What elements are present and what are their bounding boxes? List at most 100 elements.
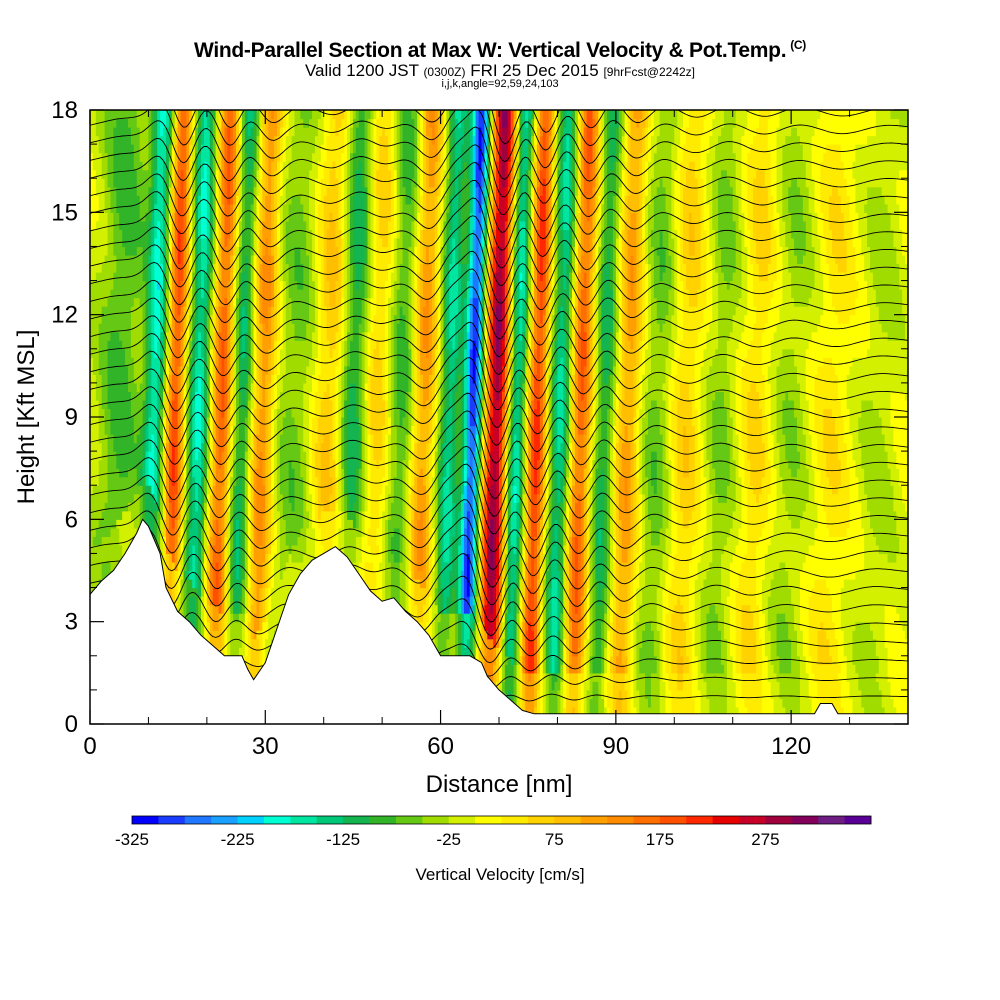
- velocity-cell: [279, 579, 284, 623]
- velocity-cell: [782, 493, 786, 563]
- velocity-cell: [572, 246, 576, 273]
- velocity-cell: [431, 399, 436, 435]
- velocity-cell: [615, 655, 620, 674]
- velocity-cell: [274, 374, 278, 410]
- theta-contour-line: [90, 516, 908, 588]
- velocity-cell: [92, 485, 97, 537]
- colorbar-swatch: [184, 816, 212, 824]
- velocity-cell: [867, 510, 871, 623]
- velocity-cell: [767, 382, 772, 461]
- velocity-cell: [496, 638, 500, 648]
- velocity-cell: [198, 152, 202, 196]
- velocity-cell: [98, 272, 103, 324]
- velocity-cell: [493, 272, 497, 299]
- velocity-cell: [744, 485, 748, 555]
- velocity-cell: [872, 135, 877, 188]
- velocity-cell: [557, 110, 561, 128]
- velocity-cell: [440, 476, 445, 589]
- velocity-cell: [633, 579, 637, 614]
- velocity-cell: [776, 127, 781, 213]
- velocity-cell: [636, 553, 640, 589]
- velocity-cell: [706, 672, 710, 700]
- velocity-cell: [656, 630, 661, 724]
- velocity-cell: [574, 195, 579, 239]
- velocity-cell: [884, 451, 889, 555]
- velocity-cell: [183, 331, 188, 350]
- velocity-cell: [285, 110, 290, 137]
- velocity-cell: [510, 178, 515, 196]
- velocity-cell: [431, 186, 436, 375]
- velocity-cell: [350, 127, 354, 154]
- velocity-cell: [700, 365, 705, 435]
- velocity-cell: [393, 527, 398, 563]
- velocity-cell: [139, 110, 144, 162]
- velocity-cell: [347, 493, 351, 520]
- velocity-cell: [621, 169, 626, 205]
- velocity-cell: [645, 161, 649, 196]
- theta-contour-line: [173, 110, 875, 145]
- velocity-cell: [104, 306, 109, 435]
- velocity-cell: [355, 510, 360, 529]
- velocity-cell: [189, 391, 193, 529]
- velocity-cell: [685, 527, 690, 657]
- velocity-cell: [195, 323, 199, 358]
- velocity-cell: [759, 408, 763, 495]
- velocity-cell: [671, 357, 675, 401]
- velocity-cell: [504, 442, 509, 461]
- velocity-cell: [548, 297, 553, 324]
- velocity-cell: [227, 280, 231, 410]
- velocity-cell: [577, 493, 582, 623]
- velocity-cell: [256, 254, 261, 401]
- velocity-cell: [674, 340, 678, 375]
- velocity-cell: [905, 110, 908, 128]
- velocity-cell: [168, 357, 173, 375]
- velocity-cell: [896, 178, 900, 205]
- velocity-cell: [396, 527, 401, 563]
- velocity-cell: [887, 212, 892, 341]
- velocity-cell: [139, 382, 144, 427]
- velocity-cell: [282, 110, 287, 128]
- velocity-cell: [764, 186, 769, 282]
- velocity-cell: [499, 110, 503, 248]
- velocity-cell: [703, 306, 708, 350]
- velocity-cell: [522, 596, 526, 623]
- velocity-cell: [458, 485, 462, 512]
- velocity-cell: [461, 178, 465, 265]
- velocity-cell: [817, 664, 821, 700]
- velocity-cell: [805, 672, 810, 724]
- velocity-cell: [98, 459, 103, 520]
- velocity-cell: [376, 468, 380, 529]
- velocity-cell: [250, 169, 255, 205]
- velocity-cell: [201, 237, 205, 299]
- velocity-cell: [276, 510, 281, 623]
- velocity-cell: [338, 229, 342, 307]
- velocity-cell: [683, 425, 687, 478]
- velocity-cell: [268, 110, 272, 256]
- velocity-cell: [513, 169, 518, 188]
- velocity-cell: [481, 374, 485, 401]
- velocity-cell: [151, 186, 155, 213]
- velocity-cell: [756, 263, 760, 393]
- velocity-cell: [110, 212, 114, 290]
- velocity-cell: [104, 110, 109, 154]
- colorbar-swatch: [580, 816, 608, 824]
- velocity-cell: [174, 186, 179, 213]
- velocity-cell: [656, 408, 661, 546]
- velocity-cell: [163, 544, 167, 589]
- velocity-cell: [215, 254, 220, 282]
- colorbar-tick-label: -325: [115, 830, 149, 849]
- velocity-cell: [90, 110, 94, 154]
- velocity-cell: [443, 476, 448, 563]
- velocity-cell: [504, 493, 509, 555]
- velocity-cell: [168, 186, 173, 213]
- theta-contour-line: [90, 499, 908, 571]
- velocity-cell: [580, 289, 585, 324]
- velocity-cell: [519, 272, 523, 290]
- velocity-cell: [750, 613, 754, 674]
- velocity-cell: [224, 493, 228, 537]
- theta-contour-line: [90, 410, 908, 482]
- velocity-cell: [171, 127, 176, 145]
- velocity-cell: [253, 434, 258, 469]
- velocity-cell: [513, 186, 518, 205]
- velocity-cell: [458, 110, 462, 128]
